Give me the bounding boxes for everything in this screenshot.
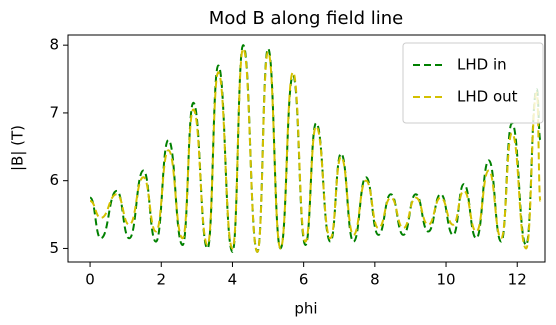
y-axis-label: |B| (T) — [9, 125, 27, 171]
legend-box — [402, 42, 544, 124]
y-tick-label: 7 — [49, 103, 59, 121]
legend-label: LHD out — [457, 88, 518, 106]
y-tick-label: 6 — [49, 171, 59, 189]
plot-frame — [67, 34, 546, 263]
x-tick-label: 4 — [228, 271, 238, 289]
x-tick-label: 0 — [85, 271, 95, 289]
x-tick-label: 12 — [508, 271, 527, 289]
series-line — [89, 47, 542, 253]
x-tick-label: 2 — [156, 271, 166, 289]
y-tick-label: 5 — [49, 239, 59, 257]
x-tick-label: 8 — [370, 271, 380, 289]
chart-title: Mod B along field line — [209, 8, 403, 29]
x-axis-label: phi — [294, 300, 317, 318]
y-tick-label: 8 — [49, 36, 59, 54]
x-tick-label: 10 — [436, 271, 455, 289]
legend-label: LHD in — [457, 56, 507, 74]
x-tick-label: 6 — [299, 271, 309, 289]
